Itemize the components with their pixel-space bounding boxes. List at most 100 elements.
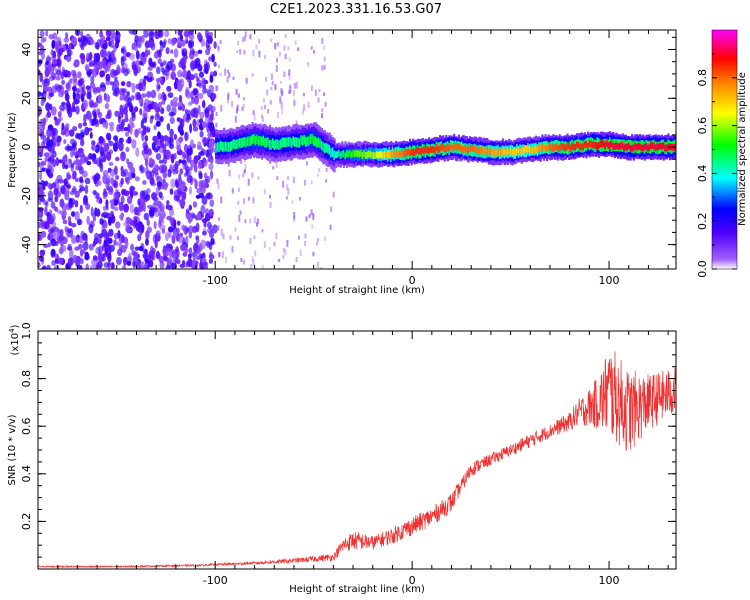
noise-speckle (80, 95, 84, 101)
signal-cell (386, 150, 390, 158)
noise-speckle (94, 101, 99, 108)
noise-speckle (71, 222, 77, 228)
signal-cell (525, 145, 528, 153)
noise-speckle (205, 39, 210, 50)
noise-speckle (193, 163, 198, 173)
faint-speckle (243, 198, 245, 205)
noise-speckle (74, 200, 79, 208)
faint-speckle (294, 40, 297, 45)
noise-speckle (93, 159, 98, 165)
noise-speckle (172, 168, 177, 175)
signal-cell (312, 136, 316, 146)
noise-speckle (99, 218, 104, 225)
noise-speckle (156, 181, 163, 187)
signal-cell (338, 149, 341, 157)
noise-speckle (47, 182, 52, 188)
signal-cell (320, 140, 323, 150)
faint-speckle (311, 224, 314, 229)
noise-speckle (98, 136, 104, 144)
spectrogram-xlabel: Height of straight line (km) (289, 285, 425, 296)
snr-multiplier-base: (x10 (10, 333, 21, 356)
noise-speckle (129, 52, 135, 61)
noise-speckle (186, 76, 191, 83)
signal-cell (413, 149, 416, 156)
noise-speckle (166, 200, 170, 206)
noise-speckle (210, 169, 214, 180)
faint-speckle (266, 89, 269, 96)
noise-speckle (105, 73, 111, 82)
noise-speckle (91, 258, 97, 266)
faint-speckle (253, 216, 256, 224)
noise-speckle (65, 32, 69, 39)
signal-cell (594, 142, 598, 149)
signal-cell (483, 148, 486, 155)
noise-speckle (199, 111, 205, 119)
faint-speckle (310, 46, 313, 50)
noise-speckle (107, 237, 113, 244)
faint-speckle (216, 85, 219, 91)
noise-speckle (158, 191, 163, 199)
colorbar-label: Normalized spectral amplitude (737, 72, 748, 226)
signal-cell (390, 151, 393, 159)
noise-speckle (39, 72, 44, 83)
signal-cell (588, 140, 591, 147)
signal-cell (629, 144, 632, 152)
spectrogram-ylabel: Frequency (Hz) (7, 112, 18, 188)
signal-cell (490, 148, 494, 155)
faint-speckle (238, 187, 240, 192)
noise-speckle (173, 228, 177, 239)
noise-speckle (56, 70, 62, 81)
faint-speckle (219, 72, 222, 77)
noise-speckle (57, 111, 62, 118)
faint-speckle (276, 57, 278, 63)
noise-speckle (167, 226, 174, 233)
signal-cell (394, 149, 397, 157)
faint-speckle (271, 80, 274, 86)
noise-speckle (153, 200, 158, 206)
noise-speckle (92, 240, 96, 247)
noise-speckle (107, 57, 112, 63)
signal-cell (366, 151, 369, 159)
faint-speckle (239, 49, 242, 55)
noise-speckle (115, 156, 120, 162)
noise-speckle (125, 131, 129, 137)
noise-speckle (193, 243, 199, 253)
noise-speckle (43, 93, 47, 99)
signal-cell (536, 146, 539, 154)
noise-speckle (82, 121, 88, 127)
noise-speckle (68, 198, 73, 209)
noise-speckle (81, 151, 85, 158)
noise-speckle (75, 158, 80, 166)
signal-cell (298, 138, 301, 148)
signal-cell (311, 134, 314, 144)
faint-speckle (287, 46, 290, 50)
signal-cell (564, 144, 568, 152)
noise-speckle (107, 110, 111, 119)
noise-speckle (67, 216, 72, 222)
signal-cell (528, 145, 531, 153)
signal-cell (639, 143, 642, 150)
noise-speckle (196, 187, 202, 194)
faint-speckle (227, 162, 230, 167)
noise-speckle (160, 141, 164, 148)
noise-speckle (198, 118, 204, 124)
signal-cell (435, 144, 438, 151)
noise-speckle (122, 107, 128, 115)
signal-cell (369, 150, 372, 158)
signal-cell (407, 148, 410, 156)
noise-speckle (68, 158, 72, 164)
noise-speckle (109, 199, 115, 204)
signal-cell (517, 146, 520, 154)
noise-speckle (107, 252, 112, 263)
noise-speckle (195, 155, 199, 162)
faint-speckle (220, 229, 223, 236)
noise-speckle (205, 175, 211, 184)
noise-speckle (197, 32, 202, 40)
faint-speckle (269, 194, 271, 199)
noise-speckle (209, 130, 215, 138)
noise-speckle (50, 227, 55, 234)
noise-speckle (136, 59, 140, 66)
noise-speckle (64, 187, 70, 195)
noise-speckle (138, 245, 144, 252)
